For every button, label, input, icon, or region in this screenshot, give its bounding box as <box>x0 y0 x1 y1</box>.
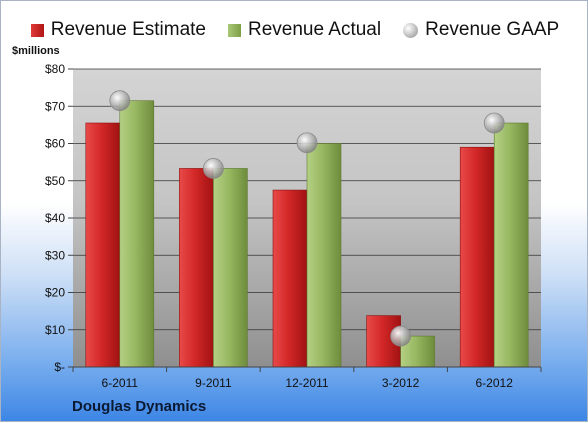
legend-label-revenue-gaap: Revenue GAAP <box>425 19 560 40</box>
legend: Revenue Estimate Revenue Actual Revenue … <box>1 15 588 45</box>
bar-revenue-actual <box>493 122 529 368</box>
x-axis-ticks: 6-2011 9-2011 12-2011 3-2012 6-2012 <box>72 367 542 390</box>
bar-revenue-actual <box>213 168 248 368</box>
marker-revenue-gaap <box>109 90 131 112</box>
marker-revenue-gaap <box>390 325 412 347</box>
y-tick-label: $40 <box>45 211 65 225</box>
y-axis-units-label: $millions <box>12 45 60 57</box>
legend-item-revenue-actual: Revenue Actual <box>228 19 381 41</box>
gaap-markers <box>109 90 505 347</box>
bar-revenue-actual <box>119 100 155 368</box>
legend-swatch-revenue-actual <box>228 23 241 37</box>
legend-swatch-revenue-gaap <box>403 22 419 38</box>
x-tick-label: 6-2011 <box>102 376 139 390</box>
marker-revenue-gaap <box>483 112 505 134</box>
x-tick-label: 9-2011 <box>195 376 232 390</box>
x-tick-label: 6-2012 <box>476 376 514 390</box>
y-axis-ticks: $- $10 $20 $30 $40 $50 $60 $70 $80 <box>45 62 73 374</box>
y-tick-label: $60 <box>45 137 65 151</box>
marker-revenue-gaap <box>296 132 318 154</box>
legend-label-revenue-estimate: Revenue Estimate <box>50 19 206 40</box>
bar-revenue-estimate <box>272 189 308 368</box>
y-tick-label: $20 <box>45 286 65 300</box>
y-tick-label: $50 <box>45 174 65 188</box>
bar-revenue-actual <box>306 143 342 368</box>
y-tick-label: $10 <box>45 323 65 337</box>
bar-revenue-estimate <box>85 122 121 368</box>
company-name: Douglas Dynamics <box>72 398 207 415</box>
y-tick-label: $- <box>54 360 65 374</box>
y-tick-label: $30 <box>45 248 65 262</box>
y-tick-label: $80 <box>45 62 65 76</box>
marker-revenue-gaap <box>202 158 224 179</box>
legend-label-revenue-actual: Revenue Actual <box>248 19 382 40</box>
x-tick-label: 3-2012 <box>382 376 420 390</box>
legend-item-revenue-estimate: Revenue Estimate <box>30 19 206 41</box>
bar-revenue-estimate <box>459 146 495 368</box>
y-tick-label: $70 <box>45 99 65 113</box>
legend-swatch-revenue-estimate <box>30 23 44 37</box>
bar-revenue-estimate <box>179 168 214 368</box>
x-tick-label: 12-2011 <box>285 376 328 390</box>
legend-item-revenue-gaap: Revenue GAAP <box>403 19 559 41</box>
